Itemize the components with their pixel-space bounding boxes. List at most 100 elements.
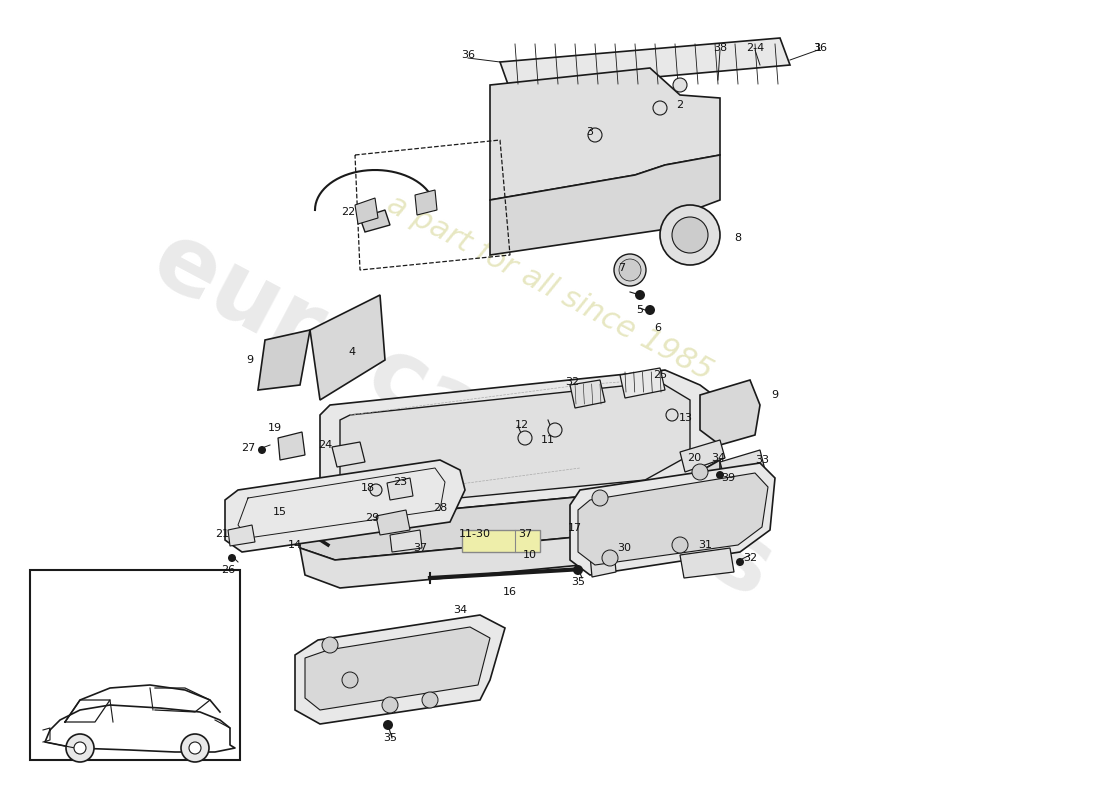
Text: 37: 37	[518, 529, 532, 539]
Circle shape	[653, 101, 667, 115]
Circle shape	[692, 464, 708, 480]
Text: 26: 26	[221, 565, 235, 575]
Polygon shape	[500, 38, 790, 90]
Text: a part for all since 1985: a part for all since 1985	[383, 190, 717, 386]
Polygon shape	[300, 460, 720, 560]
Text: 28: 28	[433, 503, 447, 513]
Circle shape	[548, 423, 562, 437]
Text: 5: 5	[637, 305, 644, 315]
Text: 7: 7	[618, 263, 626, 273]
Polygon shape	[387, 478, 412, 500]
Polygon shape	[340, 382, 690, 508]
Circle shape	[422, 692, 438, 708]
Text: eurocarparts: eurocarparts	[136, 214, 788, 618]
Polygon shape	[278, 432, 305, 460]
Circle shape	[382, 697, 398, 713]
Text: 21: 21	[214, 529, 229, 539]
Text: 9: 9	[771, 390, 779, 400]
Circle shape	[716, 471, 724, 479]
Text: 19: 19	[268, 423, 282, 433]
Text: 10: 10	[522, 550, 537, 560]
Text: 35: 35	[571, 577, 585, 587]
Circle shape	[602, 550, 618, 566]
Text: 36: 36	[813, 43, 827, 53]
Polygon shape	[590, 550, 616, 577]
Polygon shape	[620, 368, 666, 398]
Text: 11: 11	[541, 435, 556, 445]
Circle shape	[383, 720, 393, 730]
Text: 4: 4	[349, 347, 355, 357]
Text: 23: 23	[393, 477, 407, 487]
Circle shape	[666, 409, 678, 421]
Circle shape	[342, 672, 358, 688]
Bar	[462, 530, 540, 552]
Circle shape	[672, 217, 708, 253]
Circle shape	[258, 446, 266, 454]
Polygon shape	[570, 380, 605, 408]
Polygon shape	[376, 510, 410, 535]
Polygon shape	[415, 190, 437, 215]
Polygon shape	[570, 463, 776, 575]
Polygon shape	[295, 615, 505, 724]
Circle shape	[573, 565, 583, 575]
Text: 12: 12	[515, 420, 529, 430]
Polygon shape	[305, 627, 490, 710]
Polygon shape	[228, 525, 255, 546]
Circle shape	[592, 490, 608, 506]
Polygon shape	[490, 155, 720, 255]
Polygon shape	[490, 68, 720, 200]
Text: 27: 27	[241, 443, 255, 453]
Circle shape	[736, 558, 744, 566]
Circle shape	[74, 742, 86, 754]
Text: 38: 38	[713, 43, 727, 53]
Circle shape	[66, 734, 94, 762]
Text: 16: 16	[503, 587, 517, 597]
Text: 14: 14	[288, 540, 302, 550]
Circle shape	[635, 290, 645, 300]
Circle shape	[672, 537, 688, 553]
Polygon shape	[680, 440, 725, 472]
Text: 17: 17	[568, 523, 582, 533]
Text: 34: 34	[711, 453, 725, 463]
Text: 24: 24	[318, 440, 332, 450]
Text: 35: 35	[383, 733, 397, 743]
Text: 39: 39	[720, 473, 735, 483]
Text: 32: 32	[565, 377, 579, 387]
Circle shape	[588, 128, 602, 142]
Text: 32: 32	[742, 553, 757, 563]
Text: 13: 13	[679, 413, 693, 423]
Text: 25: 25	[653, 370, 667, 380]
Text: 2: 2	[676, 100, 683, 110]
Polygon shape	[578, 473, 768, 565]
Text: 9: 9	[246, 355, 254, 365]
Text: 22: 22	[341, 207, 355, 217]
Text: 3: 3	[586, 127, 594, 137]
Polygon shape	[355, 198, 378, 224]
Polygon shape	[300, 520, 690, 588]
Text: 36: 36	[461, 50, 475, 60]
Text: 37: 37	[412, 543, 427, 553]
Text: 8: 8	[735, 233, 741, 243]
Circle shape	[614, 254, 646, 286]
Bar	[30, 570, 240, 760]
Polygon shape	[258, 330, 310, 390]
Text: 33: 33	[755, 455, 769, 465]
Circle shape	[228, 554, 236, 562]
Circle shape	[645, 305, 654, 315]
Text: 11-30: 11-30	[459, 529, 491, 539]
Polygon shape	[226, 460, 465, 552]
Circle shape	[660, 205, 720, 265]
Circle shape	[189, 742, 201, 754]
Text: 2-4: 2-4	[746, 43, 764, 53]
Polygon shape	[680, 548, 734, 578]
Circle shape	[518, 431, 532, 445]
Circle shape	[182, 734, 209, 762]
Polygon shape	[390, 530, 422, 552]
Text: 30: 30	[617, 543, 631, 553]
Circle shape	[370, 484, 382, 496]
Polygon shape	[320, 370, 720, 520]
Text: 34: 34	[453, 605, 468, 615]
Text: 20: 20	[686, 453, 701, 463]
Polygon shape	[720, 450, 764, 480]
Circle shape	[322, 637, 338, 653]
